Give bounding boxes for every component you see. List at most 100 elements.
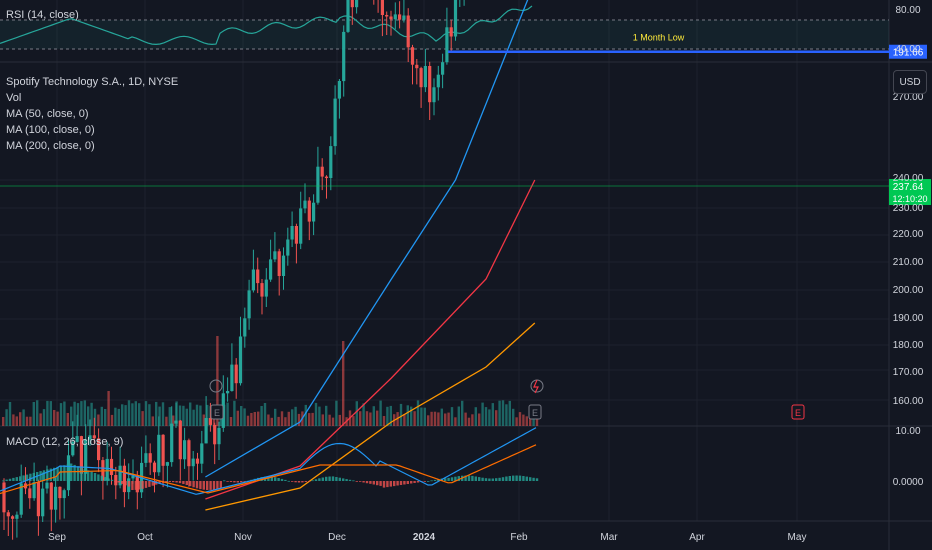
volume-bar: [467, 417, 471, 426]
volume-bar: [161, 402, 165, 426]
price-levels: Pivot Point258.481 Month High248.49Suppo…: [0, 33, 931, 205]
macd-hist-bar: [311, 480, 314, 482]
volume-bar: [498, 400, 501, 426]
macd-tick-label: 0.0000: [893, 477, 924, 488]
price-tick-label: 230.00: [893, 203, 924, 214]
candle-body: [445, 27, 449, 63]
macd-hist-bar: [406, 481, 409, 484]
macd-hist-bar: [301, 481, 304, 483]
macd-hist-bar: [529, 477, 532, 481]
candle-body: [324, 176, 329, 179]
candle-body: [342, 31, 346, 82]
macd-hist-bar: [515, 475, 518, 481]
volume-bar: [308, 413, 311, 426]
volume-bar: [257, 411, 260, 426]
macd-hist-bar: [280, 478, 284, 481]
volume-bar: [304, 404, 307, 426]
volume-bar: [355, 401, 358, 426]
volume-bar: [134, 401, 137, 426]
candle-body: [152, 462, 157, 473]
volume-bar: [501, 400, 505, 426]
earnings-marker[interactable]: [210, 404, 224, 420]
volume-bar: [46, 400, 49, 426]
macd-hist-bar: [49, 468, 52, 481]
candle-body: [79, 436, 83, 474]
volume-bar: [59, 403, 63, 426]
candle-body: [380, 0, 384, 15]
candle-body: [208, 418, 212, 425]
macd-hist-bar: [379, 481, 382, 486]
macd-hist-bar: [291, 481, 294, 482]
macd-hist-bar: [308, 481, 311, 482]
volume-bar: [423, 407, 426, 426]
macd-hist-bar: [141, 481, 144, 489]
volume-bar: [158, 406, 161, 426]
candle-body: [84, 439, 88, 474]
volume-bar: [195, 404, 199, 426]
macd-hist-bar: [331, 476, 335, 481]
volume-bar: [260, 406, 263, 426]
volume-bar: [8, 402, 12, 426]
candle-body: [316, 166, 320, 203]
earnings-marker[interactable]: [791, 404, 805, 420]
volume-bar: [406, 405, 409, 426]
volume-bar: [420, 407, 423, 426]
macd-hist-bar: [212, 481, 216, 490]
macd-hist-bar: [76, 466, 80, 481]
candle-body: [423, 66, 427, 88]
level-label: 1 Month Low: [633, 33, 685, 43]
level-price-tag: [889, 44, 927, 59]
candle-body: [41, 488, 45, 517]
macd-hist-bar: [66, 464, 69, 481]
macd-hist-bar: [444, 478, 447, 481]
macd-hist-bar: [15, 477, 18, 481]
macd-hist-bar: [229, 481, 233, 482]
volume-bar: [66, 413, 69, 426]
time-tick-label: May: [788, 532, 807, 543]
level-price-text: 191.66: [893, 48, 924, 59]
earnings-marker[interactable]: [528, 404, 542, 420]
volume-bar: [253, 412, 256, 426]
grid: [0, 0, 889, 521]
macd-hist-bar: [501, 477, 505, 481]
volume-bar: [471, 414, 474, 426]
volume-bar: [427, 415, 430, 426]
macd-hist-bar: [532, 477, 535, 481]
macd-hist-bar: [508, 476, 511, 481]
macd-hist-bar: [199, 481, 202, 490]
price-tick-label: 190.00: [893, 313, 924, 324]
rsi-tick-label: 80.00: [895, 5, 920, 16]
indicator-ma200[interactable]: MA (200, close, 0): [6, 140, 95, 152]
macd-hist-bar: [192, 481, 195, 488]
main-title: Spotify Technology S.A., 1D, NYSE: [6, 76, 179, 88]
time-tick-label: Feb: [510, 532, 528, 543]
macd-title: MACD (12, 26, close, 9): [6, 436, 124, 448]
volume-bar: [76, 403, 80, 426]
candle-body: [97, 438, 101, 461]
macd-hist-bar: [124, 481, 127, 486]
volume-bar: [352, 416, 355, 426]
candle-body: [195, 458, 200, 464]
indicator-ma100[interactable]: MA (100, close, 0): [6, 124, 95, 136]
volume-bar: [178, 405, 182, 426]
macd-hist-bar: [8, 478, 12, 481]
volume-bar: [379, 400, 382, 426]
time-tick-label: Dec: [328, 532, 346, 543]
indicator-ma50[interactable]: MA (50, close, 0): [6, 108, 89, 120]
macd-hist-bar: [5, 479, 8, 481]
volume-bar: [444, 413, 447, 426]
volume-bar: [114, 407, 117, 426]
candle-body: [2, 482, 6, 513]
currency-button[interactable]: USD: [893, 70, 927, 94]
volume-bar: [437, 412, 440, 426]
indicator-vol[interactable]: Vol: [6, 92, 22, 104]
macd-hist-bar: [267, 476, 270, 481]
split-event-icon[interactable]: [209, 379, 223, 393]
macd-hist-bar: [97, 474, 100, 481]
candle-body: [329, 146, 333, 178]
candle-body: [294, 226, 298, 244]
macd-hist-bar: [12, 477, 15, 481]
